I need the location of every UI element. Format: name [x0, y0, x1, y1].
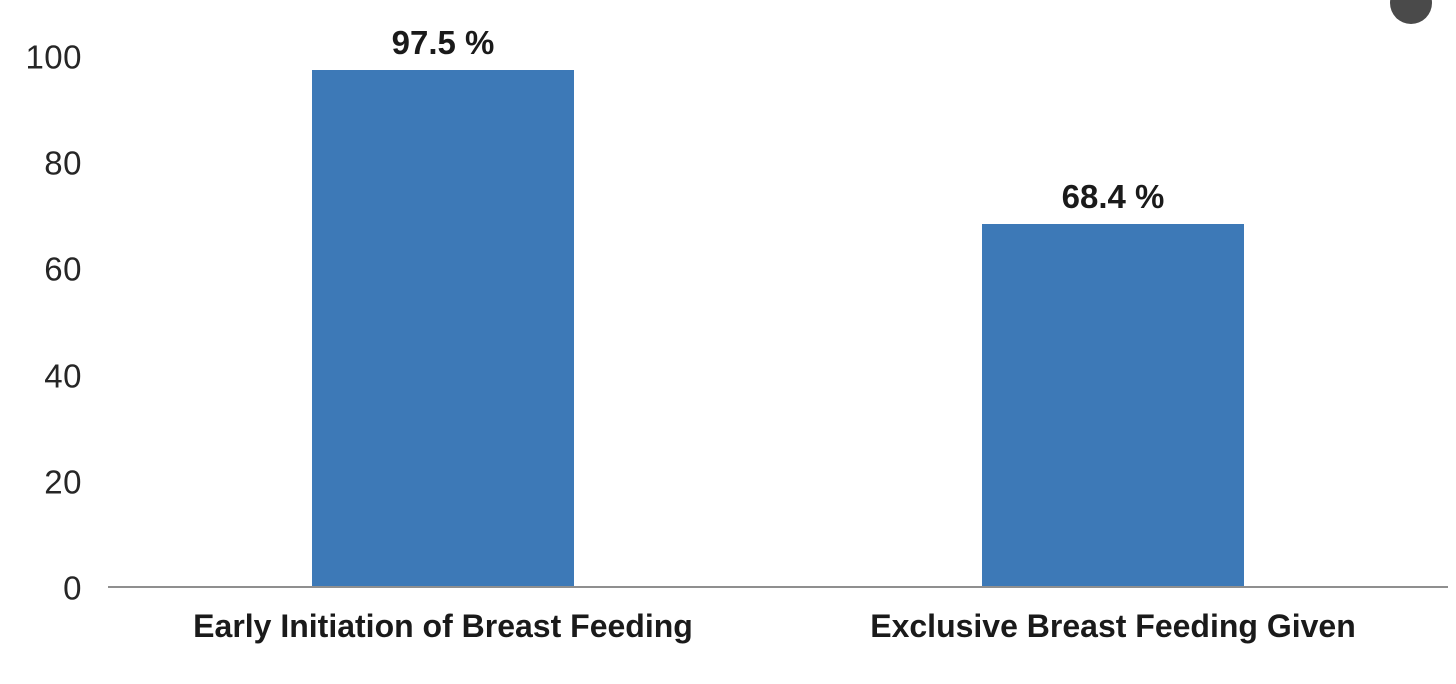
plot-area: 97.5 % 68.4 %: [108, 24, 1448, 588]
category-label: Exclusive Breast Feeding Given: [870, 608, 1356, 644]
y-tick-label: 80: [44, 144, 82, 182]
y-tick-label: 40: [44, 357, 82, 395]
bar-value-label: 97.5 %: [391, 24, 495, 62]
y-tick-label: 100: [25, 38, 82, 76]
bar-slot: 68.4 %: [778, 57, 1448, 586]
y-tick-label: 0: [63, 569, 82, 607]
bar-value-label: 68.4 %: [1061, 178, 1165, 216]
y-axis: 0 20 40 60 80 100: [0, 41, 94, 605]
bar-slot: 97.5 %: [108, 24, 778, 586]
y-tick-label: 20: [44, 463, 82, 501]
cropped-circle-decoration: [1390, 0, 1432, 24]
category-label: Early Initiation of Breast Feeding: [193, 608, 693, 644]
y-tick-label: 60: [44, 250, 82, 288]
bar: 68.4 %: [982, 178, 1244, 586]
bar: 97.5 %: [312, 24, 574, 586]
x-axis-labels: Early Initiation of Breast Feeding Exclu…: [108, 588, 1448, 658]
